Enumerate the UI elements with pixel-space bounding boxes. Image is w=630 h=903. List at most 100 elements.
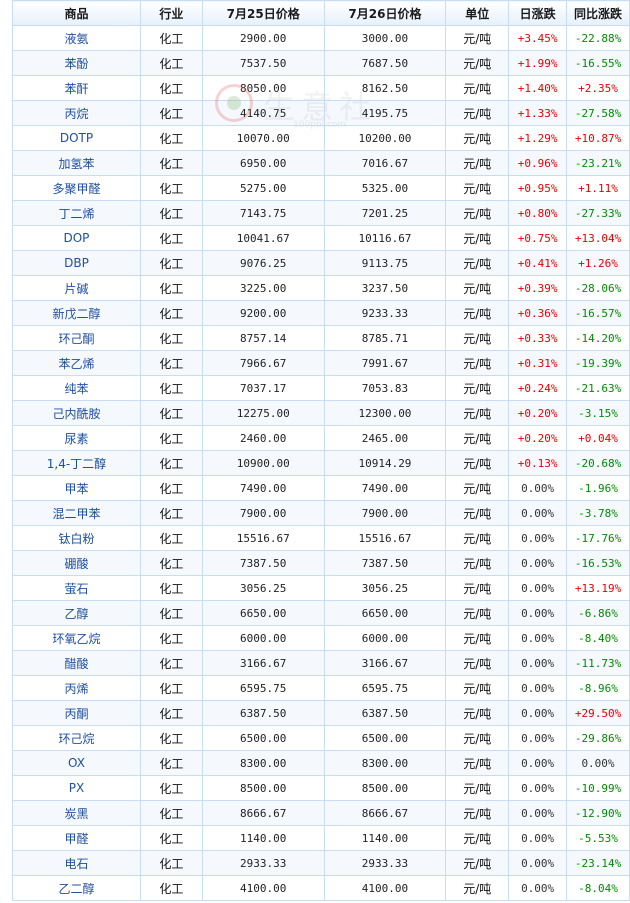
cell-daily-change: +0.13% — [508, 450, 568, 476]
cell-product[interactable]: 钛白粉 — [12, 525, 141, 551]
cell-product[interactable]: 丙烷 — [12, 100, 141, 126]
cell-price-jul25: 6950.00 — [201, 150, 325, 176]
cell-product[interactable]: 丁二烯 — [12, 200, 141, 226]
cell-product[interactable]: 炭黑 — [12, 800, 141, 826]
header-price-jul25[interactable]: 7月25日价格 — [201, 0, 325, 26]
cell-product[interactable]: 纯苯 — [12, 375, 141, 401]
cell-unit: 元/吨 — [445, 675, 510, 701]
cell-yoy-change: +2.35% — [566, 75, 630, 101]
header-yoy-change[interactable]: 同比涨跌 — [566, 0, 630, 26]
table-row: 片碱 化工 3225.00 3237.50 元/吨 +0.39% -28.06% — [12, 275, 630, 301]
cell-price-jul26: 3000.00 — [323, 25, 447, 51]
cell-industry: 化工 — [139, 125, 203, 151]
cell-product[interactable]: 苯乙烯 — [12, 350, 141, 376]
cell-product[interactable]: 混二甲苯 — [12, 500, 141, 526]
cell-price-jul25: 3056.25 — [201, 575, 325, 601]
cell-product[interactable]: 苯酐 — [12, 75, 141, 101]
cell-industry: 化工 — [139, 400, 203, 426]
cell-daily-change: 0.00% — [508, 700, 568, 726]
cell-product[interactable]: 醋酸 — [12, 650, 141, 676]
cell-product[interactable]: 新戊二醇 — [12, 300, 141, 326]
cell-product[interactable]: 萤石 — [12, 575, 141, 601]
cell-daily-change: 0.00% — [508, 750, 568, 776]
cell-product[interactable]: 液氨 — [12, 25, 141, 51]
cell-product[interactable]: 硼酸 — [12, 550, 141, 576]
table-row: 甲醛 化工 1140.00 1140.00 元/吨 0.00% -5.53% — [12, 825, 630, 851]
cell-product[interactable]: 1,4-丁二醇 — [12, 450, 141, 476]
cell-industry: 化工 — [139, 875, 203, 901]
cell-product[interactable]: 环己酮 — [12, 325, 141, 351]
cell-industry: 化工 — [139, 250, 203, 276]
cell-daily-change: +0.95% — [508, 175, 568, 201]
cell-product[interactable]: 乙二醇 — [12, 875, 141, 901]
cell-price-jul25: 2460.00 — [201, 425, 325, 451]
cell-price-jul26: 15516.67 — [323, 525, 447, 551]
cell-price-jul26: 7991.67 — [323, 350, 447, 376]
cell-unit: 元/吨 — [445, 550, 510, 576]
cell-product[interactable]: 乙醇 — [12, 600, 141, 626]
table-row: 苯酐 化工 8050.00 8162.50 元/吨 +1.40% +2.35% — [12, 75, 630, 101]
cell-product[interactable]: 加氢苯 — [12, 150, 141, 176]
table-row: 醋酸 化工 3166.67 3166.67 元/吨 0.00% -11.73% — [12, 650, 630, 676]
cell-daily-change: +1.33% — [508, 100, 568, 126]
header-industry[interactable]: 行业 — [139, 0, 203, 26]
cell-product[interactable]: 尿素 — [12, 425, 141, 451]
table-row: 丁二烯 化工 7143.75 7201.25 元/吨 +0.80% -27.33% — [12, 200, 630, 226]
cell-price-jul26: 7016.67 — [323, 150, 447, 176]
cell-yoy-change: -28.06% — [566, 275, 630, 301]
cell-industry: 化工 — [139, 525, 203, 551]
cell-unit: 元/吨 — [445, 250, 510, 276]
cell-daily-change: 0.00% — [508, 550, 568, 576]
cell-daily-change: +1.29% — [508, 125, 568, 151]
cell-price-jul26: 4100.00 — [323, 875, 447, 901]
cell-yoy-change: -16.53% — [566, 550, 630, 576]
cell-industry: 化工 — [139, 550, 203, 576]
cell-price-jul25: 10041.67 — [201, 225, 325, 251]
cell-product[interactable]: 丙酮 — [12, 700, 141, 726]
cell-product[interactable]: PX — [12, 775, 141, 801]
cell-industry: 化工 — [139, 725, 203, 751]
table-row: DOP 化工 10041.67 10116.67 元/吨 +0.75% +13.04% — [12, 225, 630, 251]
cell-daily-change: 0.00% — [508, 825, 568, 851]
cell-price-jul26: 6650.00 — [323, 600, 447, 626]
cell-product[interactable]: DOP — [12, 225, 141, 251]
cell-product[interactable]: DBP — [12, 250, 141, 276]
cell-yoy-change: -5.53% — [566, 825, 630, 851]
cell-price-jul25: 7490.00 — [201, 475, 325, 501]
cell-price-jul26: 8162.50 — [323, 75, 447, 101]
cell-yoy-change: -8.04% — [566, 875, 630, 901]
cell-industry: 化工 — [139, 675, 203, 701]
cell-product[interactable]: 甲醛 — [12, 825, 141, 851]
cell-product[interactable]: 环氧乙烷 — [12, 625, 141, 651]
cell-product[interactable]: OX — [12, 750, 141, 776]
cell-yoy-change: -16.55% — [566, 50, 630, 76]
cell-industry: 化工 — [139, 100, 203, 126]
cell-product[interactable]: 苯酚 — [12, 50, 141, 76]
header-unit[interactable]: 单位 — [445, 0, 510, 26]
table-row: 乙醇 化工 6650.00 6650.00 元/吨 0.00% -6.86% — [12, 600, 630, 626]
cell-price-jul26: 7687.50 — [323, 50, 447, 76]
cell-price-jul26: 7490.00 — [323, 475, 447, 501]
header-product[interactable]: 商品 — [12, 0, 141, 26]
header-daily-change[interactable]: 日涨跌 — [508, 0, 568, 26]
cell-yoy-change: +0.04% — [566, 425, 630, 451]
cell-product[interactable]: 己内酰胺 — [12, 400, 141, 426]
cell-price-jul25: 4140.75 — [201, 100, 325, 126]
cell-product[interactable]: 丙烯 — [12, 675, 141, 701]
table-row: 丙烯 化工 6595.75 6595.75 元/吨 0.00% -8.96% — [12, 675, 630, 701]
header-price-jul26[interactable]: 7月26日价格 — [323, 0, 447, 26]
cell-unit: 元/吨 — [445, 350, 510, 376]
cell-price-jul26: 2933.33 — [323, 850, 447, 876]
cell-product[interactable]: 环己烷 — [12, 725, 141, 751]
cell-yoy-change: -11.73% — [566, 650, 630, 676]
cell-price-jul26: 8500.00 — [323, 775, 447, 801]
cell-industry: 化工 — [139, 800, 203, 826]
cell-product[interactable]: 多聚甲醛 — [12, 175, 141, 201]
cell-daily-change: +3.45% — [508, 25, 568, 51]
cell-product[interactable]: 甲苯 — [12, 475, 141, 501]
cell-product[interactable]: 电石 — [12, 850, 141, 876]
cell-product[interactable]: DOTP — [12, 125, 141, 151]
cell-price-jul25: 9200.00 — [201, 300, 325, 326]
table-row: 乙二醇 化工 4100.00 4100.00 元/吨 0.00% -8.04% — [12, 875, 630, 901]
cell-product[interactable]: 片碱 — [12, 275, 141, 301]
